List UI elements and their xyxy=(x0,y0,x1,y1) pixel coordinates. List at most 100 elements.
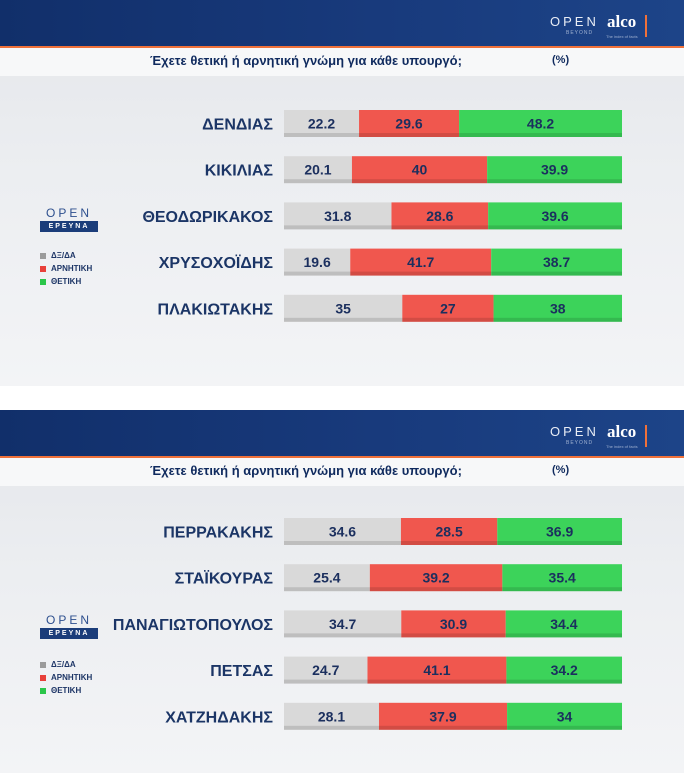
bar-segment-positive xyxy=(506,656,622,684)
legend-label: ΑΡΝΗΤΙΚΗ xyxy=(51,264,93,273)
bar-value-label: 41.7 xyxy=(407,254,434,270)
open-erevna-logo: OPEN ΕΡΕΥΝΑ xyxy=(40,613,98,639)
bar-segment-shadow xyxy=(391,225,489,230)
bar-segment-dkna xyxy=(284,702,379,730)
bar-value-label: 19.6 xyxy=(303,254,330,270)
header-accent-line xyxy=(0,46,684,48)
category-label: ΠΕΡΡΑΚΑΚΗΣ xyxy=(163,525,273,542)
bar-segment-dkna xyxy=(284,564,370,592)
bar-segment-shadow xyxy=(487,179,622,184)
legend-swatch xyxy=(40,674,46,681)
bar-segment-negative xyxy=(402,294,494,322)
legend-item-negative: ΑΡΝΗΤΙΚΗ xyxy=(40,671,92,684)
bar-segment-positive xyxy=(488,202,622,230)
bar-segment-shadow xyxy=(507,725,622,730)
category-label: ΘΕΟΔΩΡΙΚΑΚΟΣ xyxy=(142,209,273,226)
category-label: ΠΕΤΣΑΣ xyxy=(210,663,273,680)
legend: ΔΞ/ΔΑ ΑΡΝΗΤΙΚΗ ΘΕΤΙΚΗ xyxy=(40,249,92,288)
bar-segment-shadow xyxy=(506,679,622,684)
bar-segment-negative xyxy=(367,656,507,684)
bar-segment-dkna xyxy=(284,656,368,684)
bar-segment-negative xyxy=(401,610,506,638)
bar-segment-shadow xyxy=(350,271,492,276)
alco-tagline: The index of facts xyxy=(606,34,638,39)
bar-value-label: 39.2 xyxy=(422,570,449,586)
legend-swatch xyxy=(40,265,46,272)
bar-segment-dkna xyxy=(284,518,401,545)
legend-label: ΔΞ/ΔΑ xyxy=(51,660,76,669)
bar-value-label: 28.5 xyxy=(435,524,462,540)
bar-segment-shadow xyxy=(359,133,460,137)
category-label: ΧΡΥΣΟΧΟΪΔΗΣ xyxy=(159,254,274,272)
bar-value-label: 41.1 xyxy=(423,662,450,678)
bar-value-label: 38.7 xyxy=(543,254,570,270)
stacked-bar-chart-1: ΔΕΝΔΙΑΣ 22.2 29.6 48.2 ΚΙΚΙΛΙΑΣ 20.1 40 39.9 ΘΕΟ… xyxy=(142,110,622,322)
open-beyond-logo: OPEN xyxy=(550,14,599,29)
question-strip: Έχετε θετική ή αρνητική γνώμη για κάθε υ… xyxy=(0,48,684,76)
bar-segment-shadow xyxy=(400,541,498,545)
bar-value-label: 30.9 xyxy=(440,616,467,632)
bar-segment-negative xyxy=(351,156,488,184)
bar-value-label: 31.8 xyxy=(324,208,351,224)
bar-value-label: 34 xyxy=(557,708,573,724)
bar-segment-shadow xyxy=(459,133,622,137)
bar-segment-shadow xyxy=(402,317,494,322)
legend-label: ΑΡΝΗΤΙΚΗ xyxy=(51,673,93,682)
bar-value-label: 36.9 xyxy=(546,524,573,540)
stacked-bar-chart-2: ΠΕΡΡΑΚΑΚΗΣ 34.6 28.5 36.9 ΣΤΑΪΚΟΥΡΑΣ 25.4 39.2… xyxy=(113,518,622,730)
bar-value-label: 40 xyxy=(412,162,428,178)
bar-segment-shadow xyxy=(284,225,392,230)
bar-value-label: 35.4 xyxy=(549,570,576,586)
bar-segment-positive xyxy=(493,294,622,322)
bar-segment-shadow xyxy=(505,633,622,638)
bar-value-label: 34.2 xyxy=(551,662,578,678)
category-label: ΣΤΑΪΚΟΥΡΑΣ xyxy=(175,570,274,588)
unit-label: (%) xyxy=(552,54,570,66)
bar-segment-positive xyxy=(491,248,622,276)
legend-item-positive: ΘΕΤΙΚΗ xyxy=(40,275,92,288)
bar-segment-shadow xyxy=(497,541,622,545)
unit-label: (%) xyxy=(552,464,570,476)
legend-swatch xyxy=(40,661,46,668)
bar-segment-negative xyxy=(400,518,498,545)
alco-accent-bar xyxy=(645,15,647,37)
bar-segment-positive xyxy=(505,610,622,638)
bar-segment-shadow xyxy=(369,587,503,592)
category-label: ΠΛΑΚΙΩΤΑΚΗΣ xyxy=(158,301,274,318)
bar-value-label: 39.9 xyxy=(541,162,568,178)
bar-segment-shadow xyxy=(488,225,622,230)
alco-tagline: The index of facts xyxy=(606,444,638,449)
question-text: Έχετε θετική ή αρνητική γνώμη για κάθε υ… xyxy=(150,53,462,68)
bar-value-label: 39.6 xyxy=(541,208,568,224)
bar-segment-shadow xyxy=(284,179,352,184)
bar-segment-negative xyxy=(350,248,492,276)
bar-segment-shadow xyxy=(284,725,379,730)
bar-segment-shadow xyxy=(284,271,351,276)
bar-value-label: 34.7 xyxy=(329,616,356,632)
header-banner: OPEN BEYOND alco The index of facts xyxy=(0,410,684,456)
bar-segment-shadow xyxy=(284,541,401,545)
bar-segment-dkna xyxy=(284,156,352,184)
bar-segment-shadow xyxy=(284,679,368,684)
bar-value-label: 24.7 xyxy=(312,662,339,678)
open-beyond-logo: OPEN xyxy=(550,424,599,439)
bar-segment-positive xyxy=(497,518,622,545)
bar-value-label: 29.6 xyxy=(395,116,422,132)
legend-item-dkna: ΔΞ/ΔΑ xyxy=(40,658,92,671)
bar-segment-shadow xyxy=(367,679,507,684)
bar-segment-shadow xyxy=(502,587,622,592)
bar-value-label: 27 xyxy=(440,300,456,316)
header-banner: OPEN BEYOND alco The index of facts xyxy=(0,0,684,46)
category-label: ΚΙΚΙΛΙΑΣ xyxy=(205,163,274,180)
bar-value-label: 35 xyxy=(335,300,351,316)
bar-segment-shadow xyxy=(351,179,488,184)
bar-segment-negative xyxy=(378,702,508,730)
header-accent-line xyxy=(0,456,684,458)
logo-erevna-text: ΕΡΕΥΝΑ xyxy=(40,221,98,232)
legend-swatch xyxy=(40,687,46,694)
logo-open-text: OPEN xyxy=(45,206,92,220)
bar-segment-positive xyxy=(507,702,622,730)
legend-item-dkna: ΔΞ/ΔΑ xyxy=(40,249,92,262)
beyond-label: BEYOND xyxy=(566,30,594,36)
bar-segment-dkna xyxy=(284,294,403,322)
